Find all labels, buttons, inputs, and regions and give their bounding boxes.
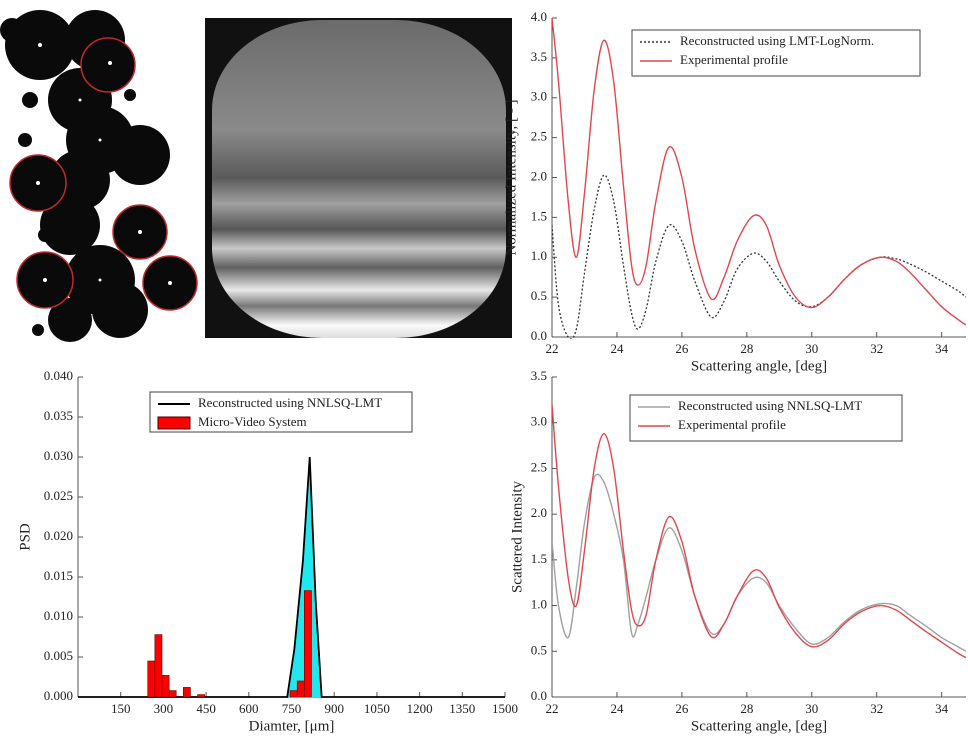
line <box>552 174 966 339</box>
x-axis-label: Diamter, [μm] <box>249 718 335 734</box>
x-tick-label: 1200 <box>407 701 433 716</box>
y-tick-label: 0.040 <box>44 368 73 383</box>
y-tick-label: 2.5 <box>531 459 547 474</box>
x-tick-label: 30 <box>805 701 818 716</box>
y-tick-label: 3.0 <box>531 89 547 104</box>
x-axis-label: Scattering angle, [deg] <box>691 358 827 374</box>
y-tick-label: 0.000 <box>44 688 73 703</box>
y-tick-label: 3.0 <box>531 414 547 429</box>
x-tick-label: 26 <box>675 341 689 356</box>
chart: 0.000 0.005 0.010 0.015 0.020 0.025 0.030 0.035… <box>17 368 518 734</box>
y-tick-label: 0.015 <box>44 568 73 583</box>
x-tick-label: 34 <box>935 341 949 356</box>
legend-label: Reconstructed using NNLSQ-LMT <box>678 398 862 413</box>
x-tick-label: 24 <box>610 341 624 356</box>
bar <box>304 590 312 698</box>
x-tick-label: 28 <box>740 341 753 356</box>
x-tick-label: 600 <box>239 701 259 716</box>
legend-swatch <box>157 416 191 430</box>
y-tick-label: 0.010 <box>44 608 73 623</box>
x-axis-label: Scattering angle, [deg] <box>691 718 827 734</box>
x-tick-label: 750 <box>282 701 302 716</box>
y-tick-label: 0.5 <box>531 288 547 303</box>
bar <box>168 690 177 698</box>
y-tick-label: 3.5 <box>531 49 547 64</box>
y-axis-label: Normalized Intensity, [ - ] <box>503 99 519 255</box>
y-tick-label: 0.020 <box>44 528 73 543</box>
line <box>78 456 505 698</box>
chart: 0.0 0.5 1.0 1.5 2.0 2.5 3.0 3.5 4.0 22 24 26 28 30 32 3… <box>503 9 966 374</box>
x-tick-label: 26 <box>675 701 689 716</box>
area <box>78 457 505 697</box>
legend-box <box>149 391 413 433</box>
plot-area <box>552 404 966 659</box>
y-tick-label: 0.025 <box>44 488 73 503</box>
y-tick-label: 1.0 <box>531 597 547 612</box>
legend-label: Experimental profile <box>678 417 786 432</box>
bar <box>147 660 156 698</box>
y-tick-label: 3.5 <box>531 368 547 383</box>
bar <box>197 694 205 698</box>
x-tick-label: 1050 <box>364 701 390 716</box>
x-tick-label: 22 <box>546 341 559 356</box>
x-tick-label: 22 <box>546 701 559 716</box>
x-tick-label: 450 <box>196 701 216 716</box>
y-tick-label: 0.5 <box>531 642 547 657</box>
bar <box>289 690 298 698</box>
line <box>552 473 966 652</box>
y-tick-label: 0.0 <box>531 688 547 703</box>
droplet-photo <box>0 0 198 342</box>
bar <box>183 687 191 698</box>
y-tick-label: 2.0 <box>531 168 547 183</box>
legend-label: Reconstructed using LMT-LogNorm. <box>680 33 874 48</box>
legend-label: Experimental profile <box>680 52 788 67</box>
y-tick-label: 0.005 <box>44 648 73 663</box>
x-tick-label: 300 <box>154 701 174 716</box>
x-tick-label: 34 <box>935 701 949 716</box>
x-tick-label: 32 <box>870 341 883 356</box>
y-tick-label: 0.035 <box>44 408 73 423</box>
plot-area <box>78 456 505 698</box>
x-tick-label: 28 <box>740 701 753 716</box>
x-tick-label: 900 <box>324 701 344 716</box>
bar <box>154 634 163 698</box>
x-tick-label: 1350 <box>449 701 475 716</box>
legend-label: Reconstructed using NNLSQ-LMT <box>198 395 382 410</box>
x-tick-label: 30 <box>805 341 818 356</box>
bar <box>296 680 305 698</box>
bar <box>161 675 170 698</box>
y-axis-label: Scattered Intensity <box>509 480 525 593</box>
line <box>552 17 966 326</box>
x-tick-label: 150 <box>111 701 131 716</box>
x-tick-label: 32 <box>870 701 883 716</box>
y-tick-label: 1.5 <box>531 551 547 566</box>
y-tick-label: 2.5 <box>531 129 547 144</box>
y-tick-label: 1.5 <box>531 208 547 223</box>
y-tick-label: 2.0 <box>531 505 547 520</box>
y-axis-label: PSD <box>17 523 33 551</box>
x-tick-label: 24 <box>610 701 624 716</box>
y-tick-label: 0.0 <box>531 328 547 343</box>
scattering-photo <box>205 18 512 338</box>
line <box>552 404 966 659</box>
legend-box <box>631 29 921 77</box>
y-tick-label: 0.030 <box>44 448 73 463</box>
legend-label: Micro-Video System <box>198 414 307 429</box>
x-tick-label: 1500 <box>492 701 518 716</box>
y-tick-label: 1.0 <box>531 248 547 263</box>
legend-box <box>629 394 903 442</box>
plot-area <box>552 17 966 339</box>
chart: 0.0 0.5 1.0 1.5 2.0 2.5 3.0 3.5 22 24 26 28 30 32 34 Sc… <box>509 368 966 734</box>
y-tick-label: 4.0 <box>531 9 547 24</box>
